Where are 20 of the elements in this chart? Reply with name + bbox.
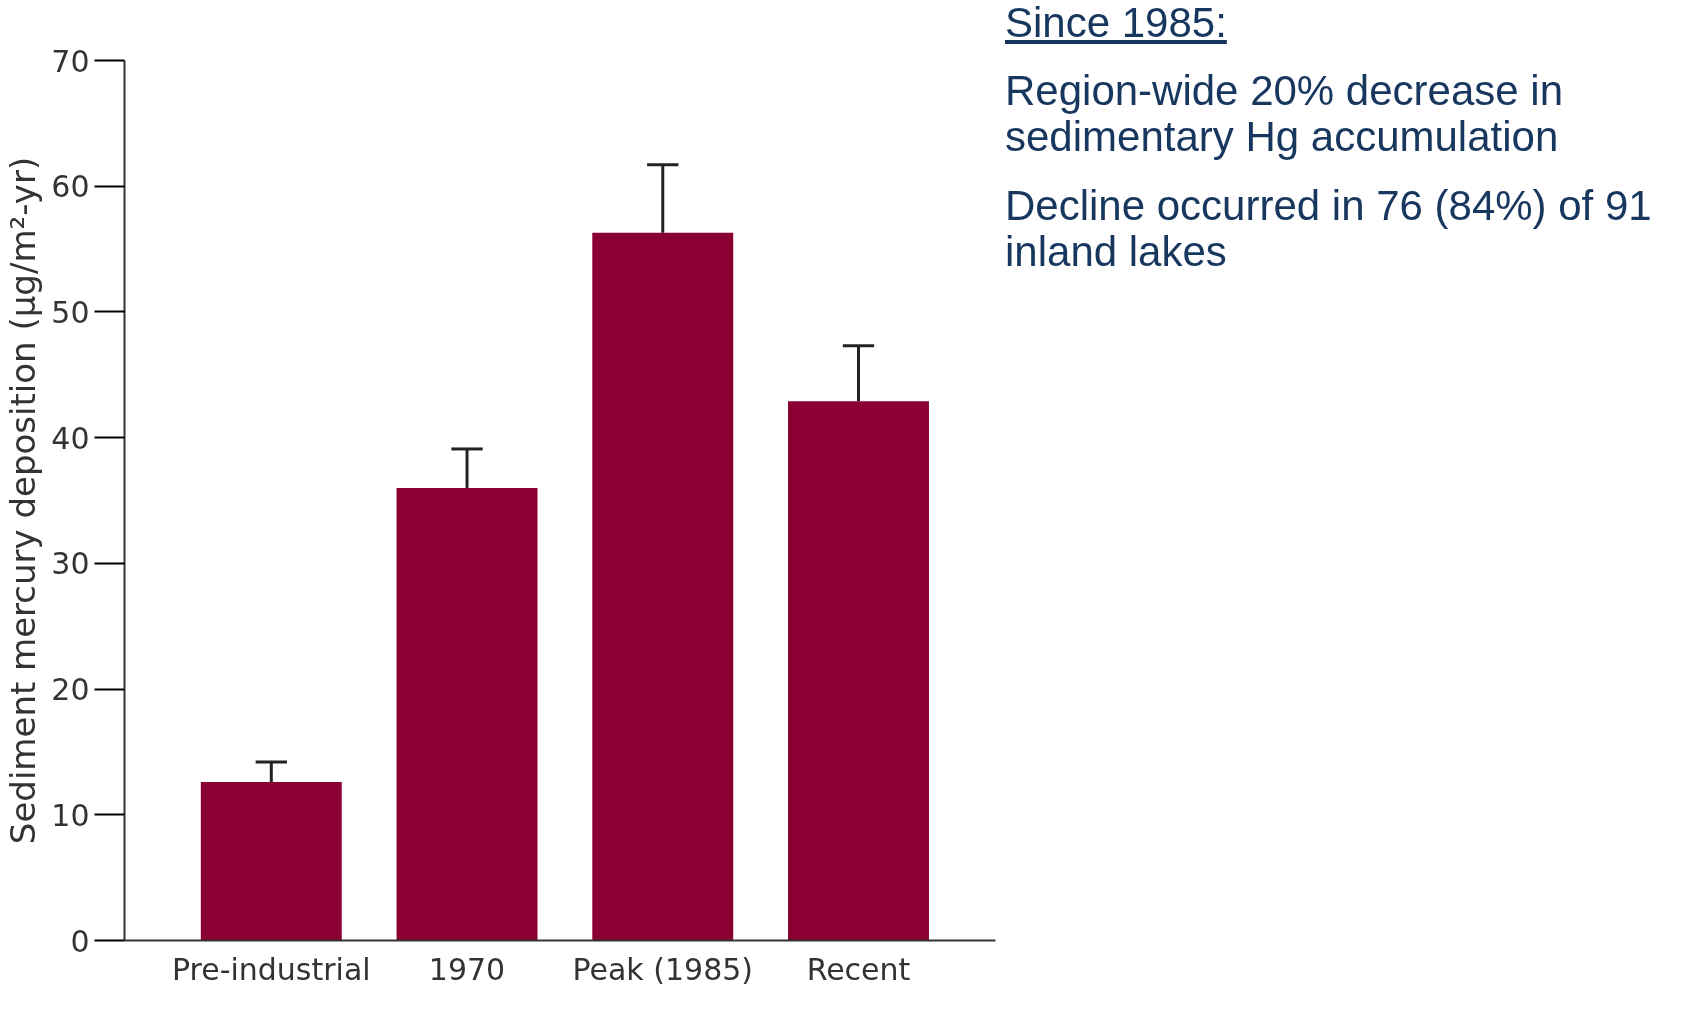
- y-tick-label: 0: [70, 923, 90, 959]
- y-tick-label: 40: [51, 420, 90, 456]
- y-tick-label: 50: [51, 294, 90, 330]
- bar: [788, 401, 929, 941]
- x-tick-label: Pre-industrial: [171, 951, 371, 987]
- y-tick-label: 70: [51, 43, 90, 79]
- x-tick-label: Recent: [806, 951, 911, 987]
- y-tick-label: 30: [51, 546, 90, 582]
- bar: [592, 232, 734, 941]
- bar: [200, 782, 342, 941]
- y-axis-title: Sediment mercury deposition (µg/m²-yr): [3, 156, 44, 845]
- y-tick-label: 60: [51, 169, 90, 205]
- text: Decline occurred in 76 (84%) of 91 inland lakes: [1005, 181, 1653, 275]
- y-tick-label: 20: [51, 672, 90, 708]
- x-tick-label: Peak (1985): [572, 951, 754, 987]
- bar: [396, 487, 538, 941]
- text: Region-wide 20% decrease in sedimentary Hg accumulation: [1005, 67, 1564, 161]
- text: Since 1985:: [1005, 0, 1228, 47]
- y-tick-label: 10: [51, 797, 90, 833]
- x-tick-label: 1970: [428, 951, 506, 987]
